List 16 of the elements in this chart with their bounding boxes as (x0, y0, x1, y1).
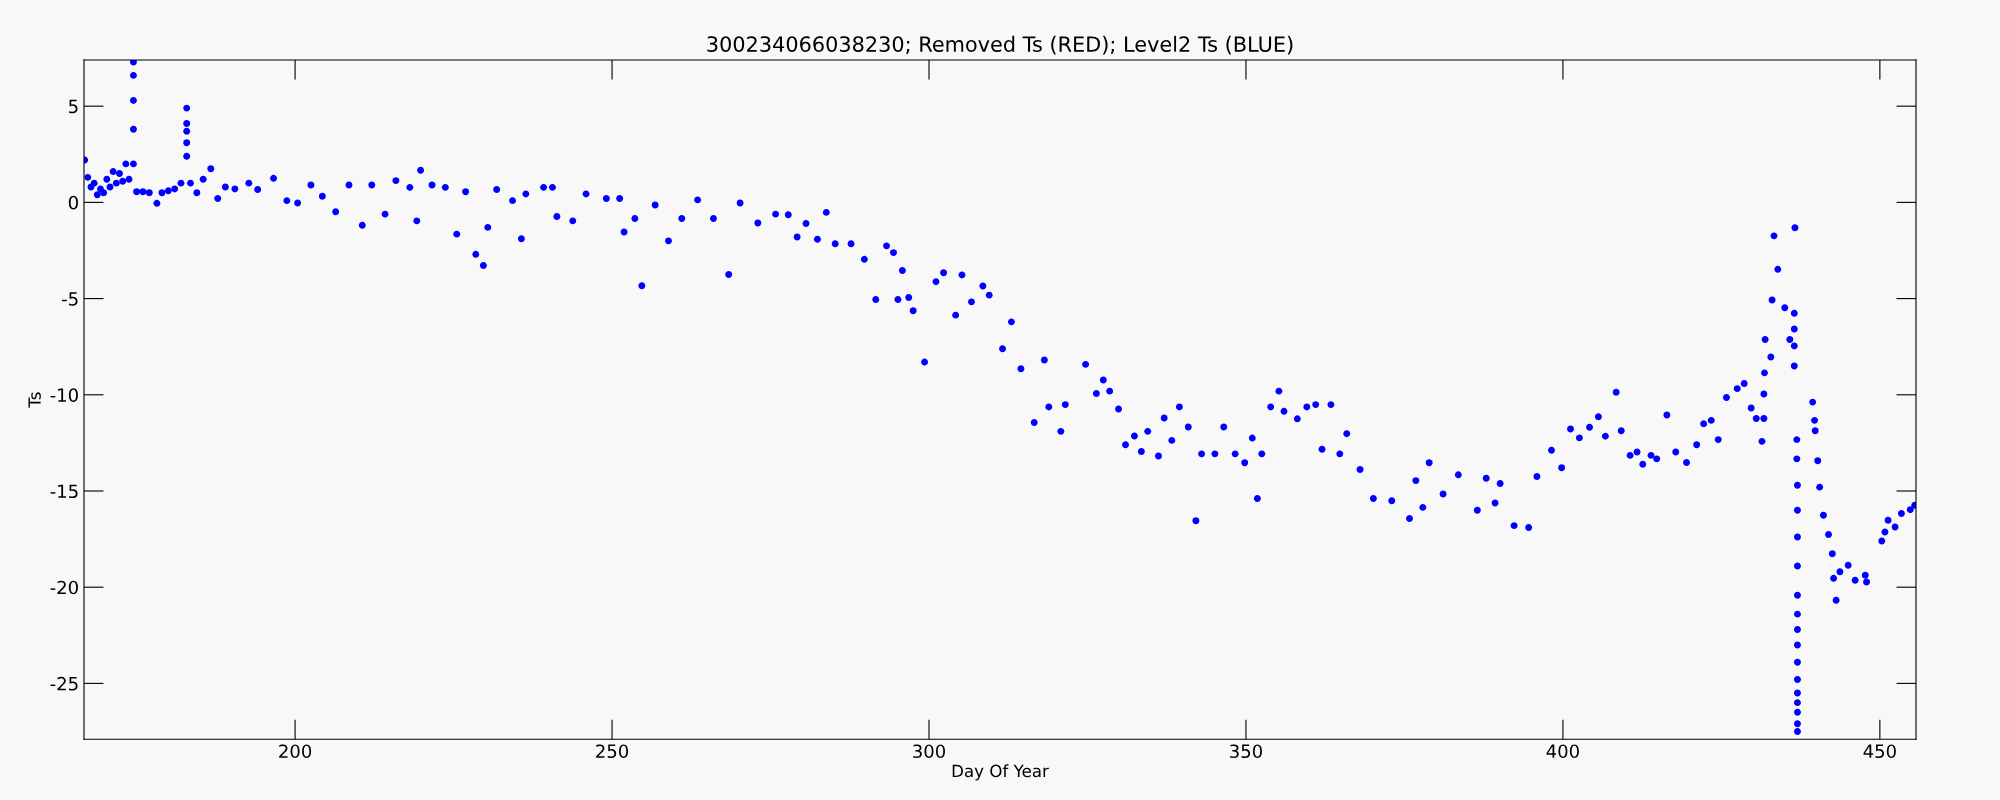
x-axis-title: Day Of Year (952, 764, 1049, 781)
y-tick-label: -20 (50, 580, 78, 595)
x-tick-label: 350 (1230, 744, 1262, 759)
y-axis-title: Ts (28, 392, 41, 408)
y-tick-label: -5 (62, 292, 78, 306)
x-tick-label: 450 (1863, 744, 1896, 759)
y-tick-label: -15 (50, 484, 78, 499)
y-tick-label: 5 (69, 99, 78, 114)
x-tick-label: 250 (596, 744, 629, 759)
y-tick-label: -10 (50, 388, 78, 402)
chart-title: 300234066038230; Removed Ts (RED); Level2 Ts (BLUE) (707, 35, 1293, 55)
y-tick-label: 0 (68, 195, 78, 210)
x-tick-label: 400 (1546, 744, 1579, 759)
y-tick-label: -25 (50, 676, 78, 691)
x-tick-label: 200 (279, 744, 312, 759)
x-tick-label: 300 (913, 744, 946, 759)
